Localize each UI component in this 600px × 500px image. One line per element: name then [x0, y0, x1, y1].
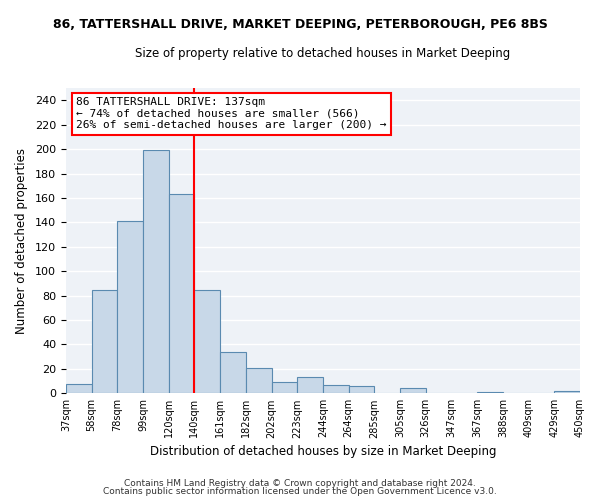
X-axis label: Distribution of detached houses by size in Market Deeping: Distribution of detached houses by size … — [150, 444, 496, 458]
Bar — [169, 194, 194, 394]
Y-axis label: Number of detached properties: Number of detached properties — [15, 148, 28, 334]
Bar — [349, 386, 374, 394]
Bar — [477, 392, 503, 394]
Text: 86 TATTERSHALL DRIVE: 137sqm
← 74% of detached houses are smaller (566)
26% of s: 86 TATTERSHALL DRIVE: 137sqm ← 74% of de… — [76, 97, 386, 130]
Bar — [323, 385, 349, 394]
Bar — [66, 384, 92, 394]
Bar — [194, 290, 220, 394]
Bar — [554, 391, 580, 394]
Bar — [143, 150, 169, 394]
Bar — [400, 388, 426, 394]
Text: Contains HM Land Registry data © Crown copyright and database right 2024.: Contains HM Land Registry data © Crown c… — [124, 478, 476, 488]
Bar — [246, 368, 272, 394]
Bar — [92, 290, 118, 394]
Text: Contains public sector information licensed under the Open Government Licence v3: Contains public sector information licen… — [103, 487, 497, 496]
Bar — [118, 221, 143, 394]
Text: 86, TATTERSHALL DRIVE, MARKET DEEPING, PETERBOROUGH, PE6 8BS: 86, TATTERSHALL DRIVE, MARKET DEEPING, P… — [53, 18, 547, 30]
Bar — [220, 352, 246, 394]
Bar — [272, 382, 297, 394]
Title: Size of property relative to detached houses in Market Deeping: Size of property relative to detached ho… — [136, 48, 511, 60]
Bar — [297, 378, 323, 394]
